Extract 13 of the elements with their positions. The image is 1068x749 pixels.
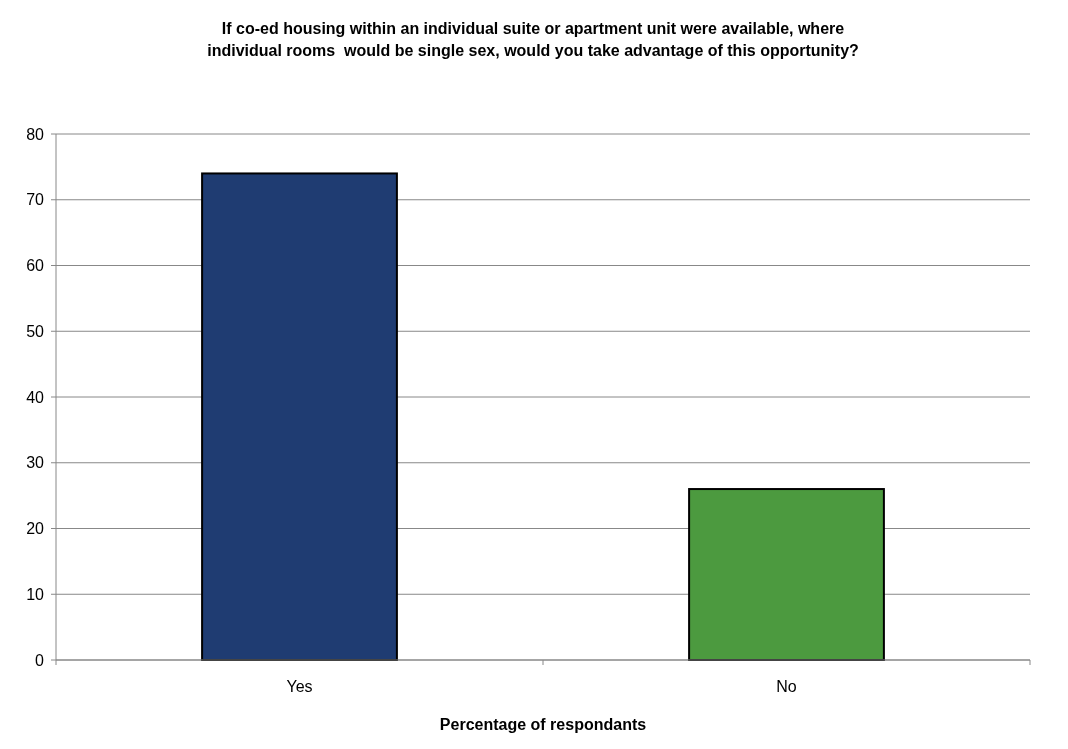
y-tick-label: 80 xyxy=(26,125,45,143)
x-tick-label: No xyxy=(776,678,797,695)
x-tick-label: Yes xyxy=(286,678,313,695)
y-tick-label: 50 xyxy=(26,322,45,340)
chart-title: If co-ed housing within an individual suite or apartment unit were available, where individual rooms would be single sex, would you take advantage of this opportunity? xyxy=(207,20,859,59)
y-tick-label: 0 xyxy=(35,651,45,669)
y-tick-label: 60 xyxy=(26,257,45,275)
y-tick-label: 40 xyxy=(26,388,45,406)
y-tick-label: 30 xyxy=(26,454,45,472)
y-tick-label: 20 xyxy=(26,520,45,538)
y-tick-label: 70 xyxy=(26,191,45,209)
y-tick-label: 10 xyxy=(26,585,45,603)
x-axis-title: Percentage of respondants xyxy=(439,716,647,733)
